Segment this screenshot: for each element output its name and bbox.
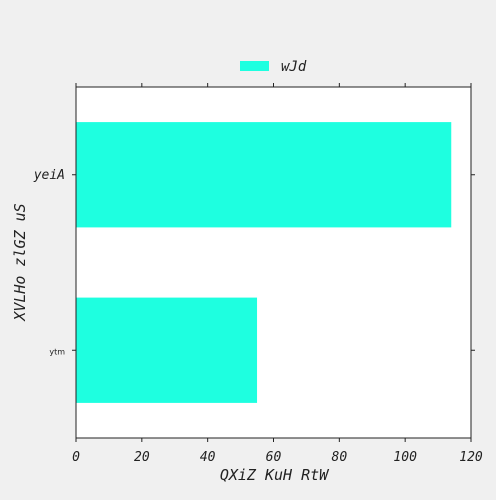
x-tick-label-0: 0 — [72, 450, 80, 465]
y-tick-label-ytm: ytm — [49, 347, 65, 356]
x-tick-label-80: 80 — [332, 450, 348, 465]
plot-frame — [75, 86, 472, 439]
bars-group — [76, 122, 452, 403]
legend-swatch-wJd — [240, 61, 269, 71]
y-axis-label: XVLHo zlGZ uS — [11, 203, 29, 321]
x-axis-ticks: 0 20 40 60 80 100 120 — [72, 83, 483, 465]
bar-yeiA — [76, 122, 452, 228]
bar-ytm — [76, 297, 258, 403]
x-tick-label-20: 20 — [134, 450, 150, 465]
y-tick-label-yeiA: yeiA — [33, 168, 65, 183]
x-tick-label-120: 120 — [459, 450, 483, 465]
legend: wJd — [240, 59, 307, 75]
y-axis-ticks: ytm yeiA — [33, 168, 475, 356]
legend-label-wJd: wJd — [281, 59, 307, 75]
x-tick-label-40: 40 — [200, 450, 216, 465]
x-axis-label: QXiZ KuH RtW — [220, 466, 330, 484]
x-tick-label-60: 60 — [266, 450, 282, 465]
x-tick-label-100: 100 — [393, 450, 417, 465]
